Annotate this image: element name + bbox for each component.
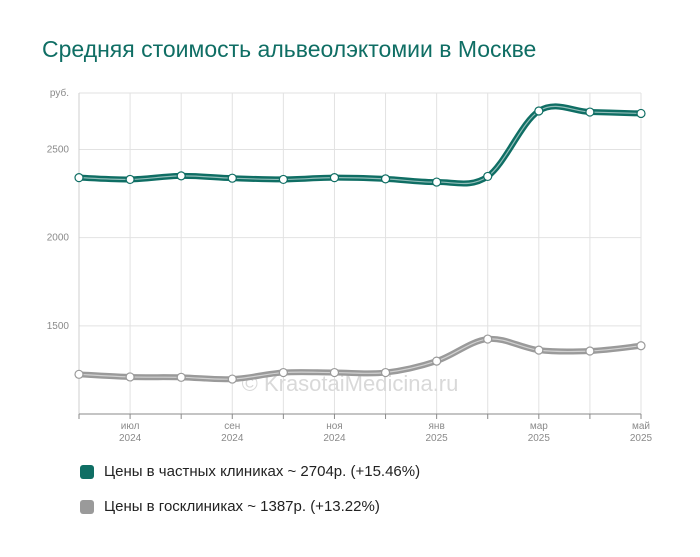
data-point [432, 177, 442, 187]
data-point [585, 107, 595, 117]
data-point [176, 171, 186, 181]
legend-swatch-private [80, 464, 94, 479]
data-point [278, 367, 288, 378]
legend-swatch-public [80, 499, 94, 514]
x-tick-year-label: 2025 [528, 433, 551, 444]
series-line-highlight [78, 338, 642, 380]
legend-item-private[interactable]: Цены в частных клиниках ~ 2704р. (+15.46… [80, 463, 420, 480]
y-tick-label: 2500 [47, 144, 70, 155]
data-point [380, 174, 391, 184]
data-point [227, 374, 237, 384]
y-tick-label: 1500 [47, 321, 70, 332]
x-tick-year-label: 2024 [323, 433, 346, 444]
legend-item-public[interactable]: Цены в госклиниках ~ 1387р. (+13.22%) [80, 498, 380, 515]
series-private [74, 103, 646, 187]
data-point [534, 345, 544, 355]
data-point [483, 171, 493, 182]
legend-label-private: Цены в частных клиниках ~ 2704р. (+15.46… [104, 463, 421, 480]
series-layer [74, 103, 646, 384]
y-axis-label: руб. [50, 87, 69, 99]
x-tick-year-label: 2024 [119, 433, 142, 444]
data-point [74, 173, 84, 183]
data-point [483, 334, 493, 344]
data-point [329, 173, 340, 183]
x-tick-label: ноя [326, 421, 343, 432]
series-line-outer [76, 103, 644, 187]
data-point [125, 174, 135, 185]
data-point [585, 346, 595, 356]
data-point [278, 174, 288, 185]
data-point [534, 106, 544, 116]
chart-title: Средняя стоимость альвеолэктомии в Москв… [42, 36, 537, 62]
data-point [329, 367, 340, 378]
x-tick-label: май [632, 421, 650, 432]
x-tick-year-label: 2025 [630, 433, 653, 444]
grid [78, 92, 642, 414]
x-tick-year-label: 2024 [221, 433, 244, 444]
data-point [432, 356, 442, 366]
series-public [74, 334, 646, 384]
x-tick-label: июл [121, 421, 140, 432]
x-tick-label: мар [530, 421, 548, 432]
legend-label-public: Цены в госклиниках ~ 1387р. (+13.22%) [104, 498, 380, 515]
data-point [74, 369, 84, 379]
data-point [125, 372, 135, 382]
x-tick-year-label: 2025 [426, 433, 449, 444]
x-tick-label: сен [224, 421, 240, 432]
data-point [636, 108, 646, 119]
data-point [636, 341, 646, 351]
data-point [380, 367, 391, 378]
y-tick-label: 2000 [47, 233, 70, 244]
axes: 150020002500руб.июл2024сен2024ноя2024янв… [47, 87, 653, 444]
data-point [227, 173, 237, 183]
x-tick-label: янв [429, 421, 445, 432]
series-line-highlight [78, 105, 642, 185]
data-point [176, 372, 186, 382]
